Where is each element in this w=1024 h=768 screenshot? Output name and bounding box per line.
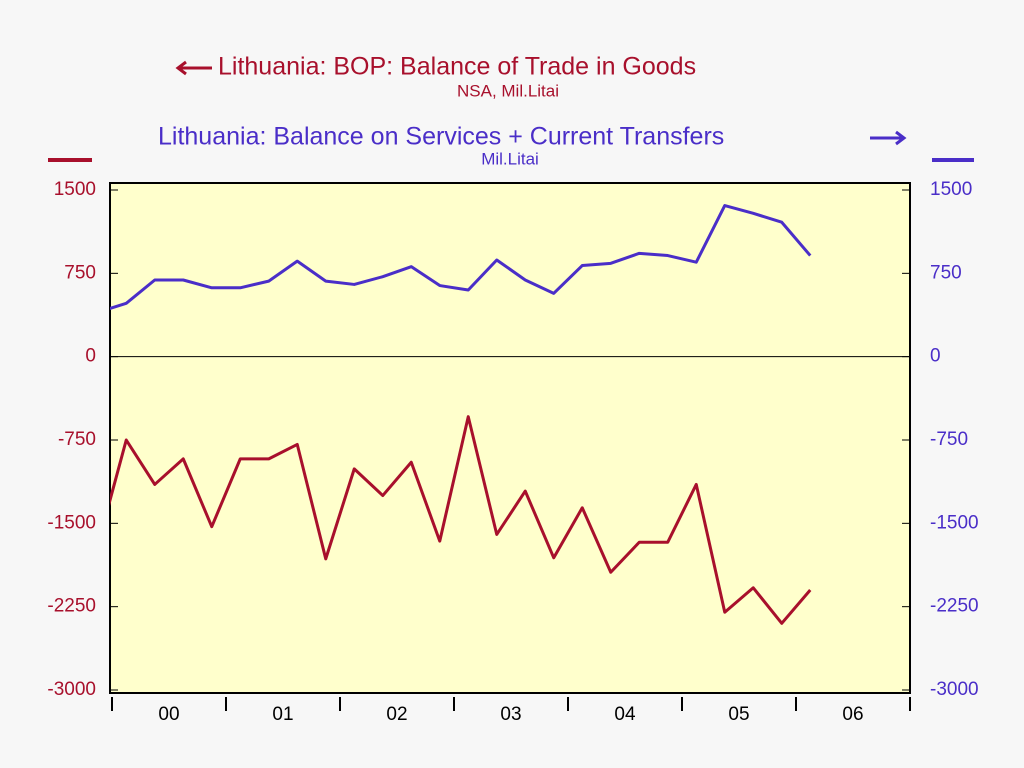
x-tick-label: 00	[158, 704, 179, 725]
legend: Lithuania: BOP: Balance of Trade in Good…	[48, 53, 974, 168]
y2-tick-label: 0	[930, 346, 941, 367]
y2-tick-label: -2250	[930, 596, 979, 617]
x-tick-label: 02	[386, 704, 407, 725]
x-tick-label: 06	[842, 704, 863, 725]
series-line	[110, 415, 812, 625]
x-tick-label: 05	[728, 704, 749, 725]
y-tick-label: 0	[85, 346, 96, 367]
legend-arrow	[175, 60, 212, 76]
x-tick-label: 03	[500, 704, 521, 725]
legend-subtitle: NSA, Mil.Litai	[457, 81, 559, 100]
y2-tick-label: -3000	[930, 679, 979, 700]
y2-tick-label: 750	[930, 262, 962, 283]
legend-label: Lithuania: BOP: Balance of Trade in Good…	[218, 53, 696, 81]
y2-tick-label: -1500	[930, 512, 979, 533]
y-tick-label: -2250	[47, 596, 96, 617]
x-tick-label: 01	[272, 704, 293, 725]
series-line	[110, 204, 812, 310]
y-tick-label: 1500	[54, 179, 96, 200]
y2-tick-label: -750	[930, 429, 968, 450]
y-tick-label: -1500	[47, 512, 96, 533]
y-tick-label: -3000	[47, 679, 96, 700]
y-tick-label: -750	[58, 429, 96, 450]
y-tick-label: 750	[64, 262, 96, 283]
legend-arrow	[870, 130, 907, 146]
series-group	[110, 204, 812, 625]
x-tick-label: 04	[614, 704, 636, 725]
plot-area	[109, 182, 911, 694]
y2-tick-label: 1500	[930, 179, 972, 200]
legend-label: Lithuania: Balance on Services + Current…	[158, 123, 724, 151]
legend-subtitle: Mil.Litai	[481, 149, 539, 168]
